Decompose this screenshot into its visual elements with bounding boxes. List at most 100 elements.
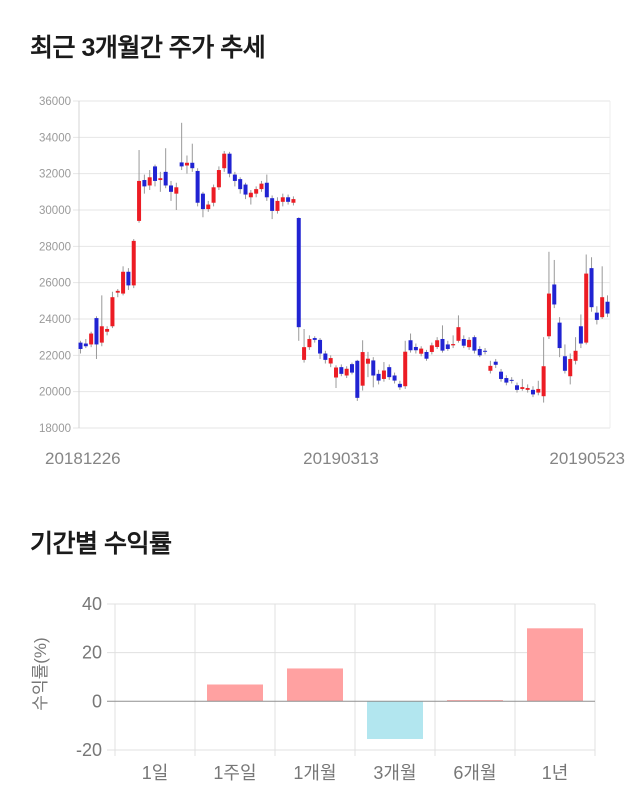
- candle-body-down: [397, 383, 402, 388]
- candle-body-up: [174, 187, 179, 194]
- candle-body-up: [105, 328, 110, 332]
- category-label: 1일: [142, 763, 169, 783]
- y-tick-label: 18000: [39, 423, 71, 435]
- candle: [216, 166, 221, 191]
- candle: [504, 375, 509, 386]
- candle-body-up: [99, 326, 104, 343]
- y-tick-label: 26000: [39, 278, 71, 290]
- y-tick-label: 30000: [39, 205, 71, 217]
- candle: [184, 155, 189, 174]
- candle: [536, 380, 541, 396]
- candle: [461, 335, 466, 349]
- candle-body-up: [280, 197, 285, 202]
- candle-body-up: [541, 366, 546, 397]
- candle: [387, 364, 392, 380]
- candle: [232, 171, 237, 187]
- candle-body-down: [296, 217, 301, 328]
- candle-body-down: [408, 340, 413, 351]
- candle: [174, 182, 179, 210]
- candle: [121, 266, 126, 296]
- candle: [280, 193, 285, 207]
- candle: [190, 143, 195, 172]
- candle: [275, 197, 280, 214]
- y-tick-label: 20000: [39, 387, 71, 399]
- candle-body-down: [509, 379, 514, 381]
- return-bar-positive: [207, 684, 263, 702]
- candle: [557, 317, 562, 358]
- candle-body-down: [552, 284, 557, 305]
- candle-body-up: [211, 187, 216, 203]
- candle: [248, 190, 253, 205]
- candle: [195, 168, 200, 207]
- candle-body-up: [365, 358, 370, 364]
- returns-title: 기간별 수익률: [30, 530, 172, 558]
- candle: [483, 348, 488, 355]
- return-bar-positive: [447, 700, 503, 702]
- candle-body-up: [429, 345, 434, 352]
- candle: [200, 191, 205, 218]
- candle: [451, 335, 456, 349]
- candle-body-up: [216, 170, 221, 188]
- candle-body-up: [137, 180, 142, 221]
- candle-body-up: [536, 388, 541, 393]
- candle: [94, 316, 99, 359]
- candle-body-down: [413, 346, 418, 351]
- candle-body-up: [488, 365, 493, 371]
- candle-body-down: [387, 367, 392, 378]
- candle: [562, 344, 567, 374]
- candle-body-up: [110, 297, 115, 327]
- candle-body-down: [264, 182, 269, 198]
- category-label: 1개월: [293, 763, 336, 783]
- candle: [222, 150, 227, 172]
- return-bar-negative: [367, 701, 423, 740]
- candle-body-up: [275, 200, 280, 211]
- candle: [206, 200, 211, 212]
- candle: [552, 259, 557, 309]
- y-tick-label: 0: [92, 691, 102, 711]
- candle: [349, 362, 354, 375]
- candle-body-up: [584, 273, 589, 343]
- candle-body-up: [525, 388, 530, 390]
- candle-body-up: [184, 162, 189, 166]
- y-axis-title: 수익률(%): [31, 637, 50, 710]
- candle-body-down: [493, 361, 498, 365]
- candle: [520, 378, 525, 391]
- candle-body-up: [419, 348, 424, 354]
- candle-body-down: [243, 184, 248, 195]
- candle: [211, 184, 216, 207]
- candle: [419, 346, 424, 357]
- candle: [259, 180, 264, 192]
- candle-body-down: [605, 301, 610, 314]
- candle-body-down: [477, 348, 482, 356]
- candle: [89, 331, 94, 348]
- candle-body-down: [594, 312, 599, 320]
- candle: [131, 239, 136, 289]
- candle-body-down: [153, 166, 158, 181]
- candle-body-down: [195, 170, 200, 203]
- candle: [99, 295, 104, 347]
- candle: [105, 326, 110, 336]
- candle-body-down: [578, 326, 583, 344]
- candle: [126, 268, 131, 290]
- candle-body-up: [568, 358, 573, 377]
- candle: [424, 349, 429, 361]
- candle-body-down: [355, 360, 360, 398]
- candle-body-up: [291, 199, 296, 203]
- candle: [397, 380, 402, 390]
- candle: [477, 346, 482, 358]
- y-tick-label: 20: [82, 643, 102, 663]
- candle: [605, 295, 610, 318]
- candle: [381, 362, 386, 382]
- candle: [408, 333, 413, 353]
- candle-body-down: [83, 343, 88, 347]
- candle-body-down: [200, 193, 205, 210]
- candle: [153, 164, 158, 187]
- candle: [158, 171, 163, 192]
- candle-body-down: [190, 162, 195, 169]
- candle-body-down: [589, 268, 594, 308]
- candle-body-down: [392, 375, 397, 381]
- candle: [594, 306, 599, 325]
- candle-body-up: [254, 189, 259, 194]
- category-label: 1년: [542, 763, 569, 783]
- candle-body-down: [163, 171, 168, 186]
